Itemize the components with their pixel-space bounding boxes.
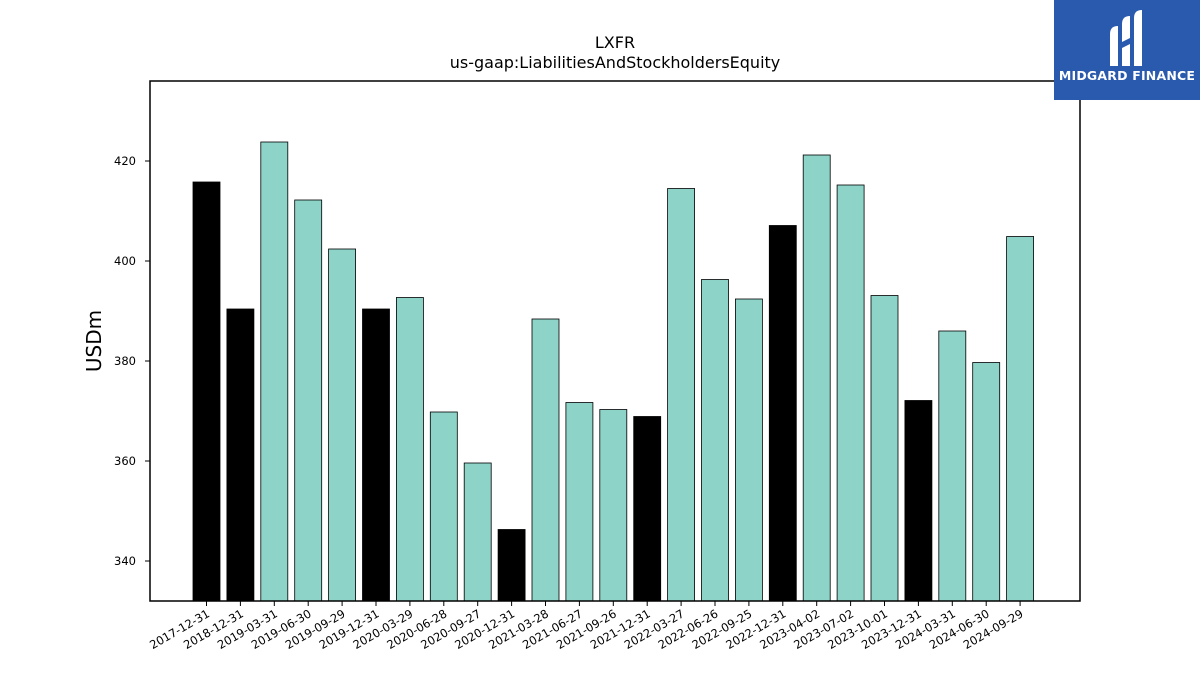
bar-2023-12-31 [904, 400, 933, 602]
bar-2018-12-31 [226, 308, 255, 602]
x-axis-ticks: 2017-12-312018-12-312019-03-312019-06-30… [147, 601, 1026, 652]
bar-2019-12-31 [362, 308, 390, 602]
bar-2021-09-26 [599, 409, 628, 602]
bar-2021-12-31 [633, 416, 662, 602]
brand-name: MIDGARD FINANCE [1058, 68, 1196, 83]
bar-2024-06-30 [972, 362, 1001, 602]
bar-2024-09-29 [1006, 236, 1034, 602]
y-tick-label: 360 [114, 454, 136, 468]
bar-2022-03-27 [667, 188, 695, 602]
chart-title: LXFR [595, 33, 635, 52]
y-axis-label: USDm [82, 310, 106, 372]
bar-2021-06-27 [565, 402, 594, 602]
plot-frame [149, 80, 1081, 602]
bar-2021-03-28 [531, 318, 560, 602]
y-tick-label: 400 [114, 254, 136, 268]
chart-subtitle: us-gaap:LiabilitiesAndStockholdersEquity [450, 53, 781, 72]
bar-2019-03-31 [260, 141, 289, 602]
midgard-m-logo-icon [1110, 10, 1142, 66]
bar-2019-09-29 [328, 248, 357, 602]
brand-logo: MIDGARD FINANCE [1054, 0, 1200, 100]
bar-2020-06-28 [429, 411, 458, 602]
y-tick-label: 420 [114, 154, 136, 168]
y-axis-ticks: 340 360 380 400 420 [114, 154, 150, 568]
bar-2019-06-30 [294, 199, 323, 602]
bar-2022-09-25 [735, 298, 763, 602]
bar-2022-12-31 [768, 225, 797, 602]
bar-2023-10-01 [870, 295, 899, 602]
bar-2023-07-02 [836, 184, 865, 602]
bar-2020-09-27 [463, 462, 492, 602]
bar-2020-12-31 [497, 529, 526, 602]
bars-group [192, 141, 1034, 602]
y-tick-label: 380 [114, 354, 136, 368]
bar-2023-04-02 [802, 154, 831, 602]
bar-2017-12-31 [192, 181, 221, 602]
bar-2022-06-26 [701, 279, 729, 602]
bar-2024-03-31 [938, 330, 967, 602]
bar-2020-03-29 [395, 297, 424, 602]
y-tick-label: 340 [114, 554, 136, 568]
